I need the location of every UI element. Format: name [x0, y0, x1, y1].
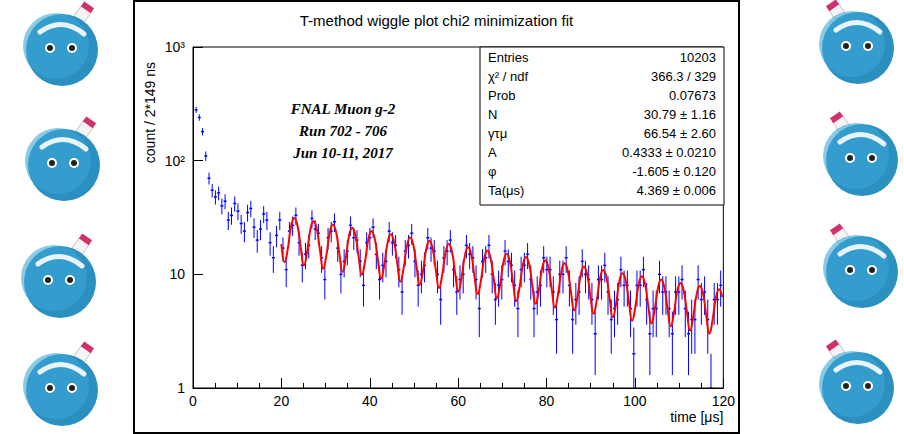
svg-text:120: 120 [712, 393, 736, 409]
svg-text:4.369 ± 0.006: 4.369 ± 0.006 [637, 183, 716, 198]
svg-text:γτμ: γτμ [488, 126, 507, 141]
svg-text:1: 1 [177, 380, 185, 396]
svg-text:Prob: Prob [488, 88, 515, 103]
svg-text:100: 100 [623, 393, 647, 409]
svg-text:Ta(μs): Ta(μs) [488, 183, 524, 198]
svg-text:0.4333 ± 0.0210: 0.4333 ± 0.0210 [622, 145, 716, 160]
svg-text:366.3 / 329: 366.3 / 329 [651, 69, 716, 84]
svg-text:-1.605 ± 0.120: -1.605 ± 0.120 [632, 164, 716, 179]
svg-text:10: 10 [169, 266, 185, 282]
svg-text:66.54 ± 2.60: 66.54 ± 2.60 [644, 126, 716, 141]
svg-text:20: 20 [274, 393, 290, 409]
svg-text:10³: 10³ [165, 39, 186, 55]
svg-text:count / 2*149 ns: count / 2*149 ns [142, 62, 158, 163]
svg-text:Jun 10-11, 2017: Jun 10-11, 2017 [292, 145, 393, 161]
svg-text:60: 60 [450, 393, 466, 409]
svg-text:80: 80 [539, 393, 555, 409]
svg-text:10203: 10203 [680, 50, 716, 65]
svg-text:0.07673: 0.07673 [669, 88, 716, 103]
svg-text:N: N [488, 107, 497, 122]
svg-text:φ: φ [488, 164, 496, 179]
svg-text:χ² / ndf: χ² / ndf [488, 69, 528, 84]
svg-text:FNAL Muon g-2: FNAL Muon g-2 [290, 101, 396, 117]
svg-text:A: A [488, 145, 497, 160]
svg-text:0: 0 [189, 393, 197, 409]
svg-text:40: 40 [362, 393, 378, 409]
svg-text:30.79 ± 1.16: 30.79 ± 1.16 [644, 107, 716, 122]
svg-text:Entries: Entries [488, 50, 529, 65]
svg-text:time [μs]: time [μs] [670, 409, 723, 425]
svg-text:Run 702 - 706: Run 702 - 706 [298, 123, 387, 139]
svg-text:T-method wiggle plot chi2 mini: T-method wiggle plot chi2 minimization f… [300, 12, 574, 29]
svg-text:10²: 10² [165, 153, 186, 169]
